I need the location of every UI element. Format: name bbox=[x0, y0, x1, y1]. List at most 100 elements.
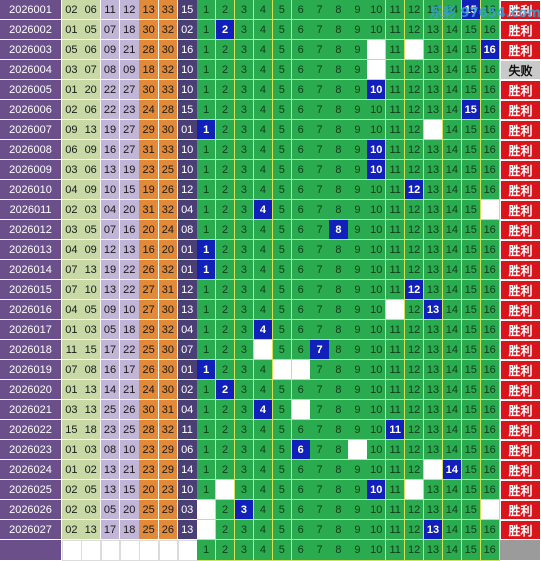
drawn-number-cell: 28 bbox=[139, 40, 159, 60]
grid-cell: 15 bbox=[461, 140, 481, 160]
grid-cell: 10 bbox=[367, 360, 387, 380]
drawn-number-cell: 01 bbox=[62, 320, 82, 340]
grid-cell: 15 bbox=[461, 500, 481, 520]
drawn-number-cell: 03 bbox=[81, 200, 102, 220]
grid-cell: 1 bbox=[197, 280, 217, 300]
grid-cell-blank bbox=[367, 60, 387, 80]
grid-cell: 12 bbox=[404, 320, 425, 340]
grid-cell: 6 bbox=[291, 40, 311, 60]
drawn-number-cell: 12 bbox=[119, 0, 140, 20]
grid-cell: 3 bbox=[234, 120, 255, 140]
grid-cell: 3 bbox=[234, 360, 255, 380]
grid-cell: 16 bbox=[480, 340, 500, 360]
grid-cell-hit: 2 bbox=[215, 380, 236, 400]
drawn-number-cell: 13 bbox=[177, 300, 198, 320]
drawn-number-cell: 32 bbox=[158, 320, 179, 340]
grid-cell: 8 bbox=[329, 0, 349, 20]
grid-cell: 14 bbox=[442, 360, 463, 380]
grid-cell: 1 bbox=[197, 340, 217, 360]
result-win-badge: 胜利 bbox=[500, 80, 541, 100]
grid-cell: 5 bbox=[272, 340, 292, 360]
drawn-number-cell: 09 bbox=[81, 240, 102, 260]
grid-cell: 14 bbox=[442, 300, 463, 320]
grid-cell-blank bbox=[480, 500, 500, 520]
drawn-number-cell: 32 bbox=[158, 420, 179, 440]
grid-cell-hit: 13 bbox=[423, 300, 444, 320]
grid-cell: 1 bbox=[197, 80, 217, 100]
drawn-number-cell: 03 bbox=[62, 60, 82, 80]
period-cell: 2026024 bbox=[0, 460, 62, 480]
grid-cell: 16 bbox=[480, 380, 500, 400]
grid-cell: 6 bbox=[291, 520, 311, 540]
grid-cell: 1 bbox=[197, 40, 217, 60]
drawn-number-cell: 28 bbox=[139, 420, 159, 440]
grid-cell: 10 bbox=[367, 220, 387, 240]
grid-cell: 12 bbox=[404, 260, 425, 280]
grid-cell: 10 bbox=[367, 20, 387, 40]
grid-cell: 16 bbox=[480, 0, 500, 20]
drawn-number-cell: 04 bbox=[62, 180, 82, 200]
drawn-number-cell: 24 bbox=[139, 100, 159, 120]
grid-cell: 14 bbox=[442, 380, 463, 400]
grid-cell: 9 bbox=[348, 40, 368, 60]
grid-cell: 5 bbox=[272, 20, 292, 40]
grid-cell: 4 bbox=[253, 220, 274, 240]
grid-cell-hit: 4 bbox=[253, 200, 274, 220]
drawn-number-cell: 05 bbox=[81, 220, 102, 240]
drawn-number-cell: 27 bbox=[139, 300, 159, 320]
grid-cell: 13 bbox=[423, 80, 444, 100]
period-cell: 2026015 bbox=[0, 280, 62, 300]
grid-cell: 2 bbox=[215, 440, 236, 460]
grid-cell: 13 bbox=[423, 480, 444, 500]
drawn-number-cell: 32 bbox=[158, 20, 179, 40]
grid-cell: 1 bbox=[197, 480, 217, 500]
drawn-number-cell: 05 bbox=[81, 480, 102, 500]
drawn-number-cell: 05 bbox=[62, 40, 82, 60]
period-cell: 2026003 bbox=[0, 40, 62, 60]
drawn-number-cell: 07 bbox=[62, 280, 82, 300]
grid-cell: 14 bbox=[442, 400, 463, 420]
grid-cell: 9 bbox=[348, 0, 368, 20]
grid-cell-hit: 16 bbox=[480, 40, 500, 60]
drawn-number-cell: 26 bbox=[158, 520, 179, 540]
drawn-number-cell: 13 bbox=[100, 460, 121, 480]
grid-cell: 11 bbox=[386, 200, 406, 220]
grid-cell-blank bbox=[404, 480, 425, 500]
grid-cell: 11 bbox=[386, 380, 406, 400]
grid-cell: 12 bbox=[404, 80, 425, 100]
grid-cell: 9 bbox=[348, 480, 368, 500]
grid-cell: 12 bbox=[404, 360, 425, 380]
grid-cell: 16 bbox=[480, 240, 500, 260]
grid-cell: 1 bbox=[197, 100, 217, 120]
grid-cell: 2 bbox=[215, 280, 236, 300]
drawn-number-cell: 18 bbox=[119, 520, 140, 540]
drawn-number-cell: 25 bbox=[100, 400, 121, 420]
footer-grid-cell: 6 bbox=[291, 540, 311, 561]
grid-cell: 13 bbox=[423, 140, 444, 160]
grid-cell: 1 bbox=[197, 60, 217, 80]
grid-cell: 12 bbox=[404, 420, 425, 440]
grid-cell: 2 bbox=[215, 300, 236, 320]
period-cell: 2026025 bbox=[0, 480, 62, 500]
result-win-badge: 胜利 bbox=[500, 420, 541, 440]
grid-cell-hit: 8 bbox=[329, 220, 349, 240]
grid-cell-blank bbox=[197, 500, 217, 520]
drawn-number-cell: 04 bbox=[100, 200, 121, 220]
grid-cell: 5 bbox=[272, 400, 292, 420]
drawn-number-cell: 33 bbox=[158, 140, 179, 160]
drawn-number-cell: 21 bbox=[119, 40, 140, 60]
drawn-number-cell: 26 bbox=[139, 360, 159, 380]
grid-cell: 8 bbox=[329, 200, 349, 220]
grid-cell: 6 bbox=[291, 80, 311, 100]
drawn-number-cell: 02 bbox=[62, 0, 82, 20]
footer-blank-cell bbox=[62, 540, 82, 561]
grid-cell: 6 bbox=[291, 420, 311, 440]
grid-cell: 10 bbox=[367, 460, 387, 480]
grid-cell: 14 bbox=[442, 0, 463, 20]
grid-cell: 3 bbox=[234, 20, 255, 40]
grid-cell: 7 bbox=[310, 380, 330, 400]
grid-cell: 3 bbox=[234, 100, 255, 120]
grid-cell: 4 bbox=[253, 460, 274, 480]
drawn-number-cell: 30 bbox=[139, 20, 159, 40]
drawn-number-cell: 30 bbox=[158, 300, 179, 320]
